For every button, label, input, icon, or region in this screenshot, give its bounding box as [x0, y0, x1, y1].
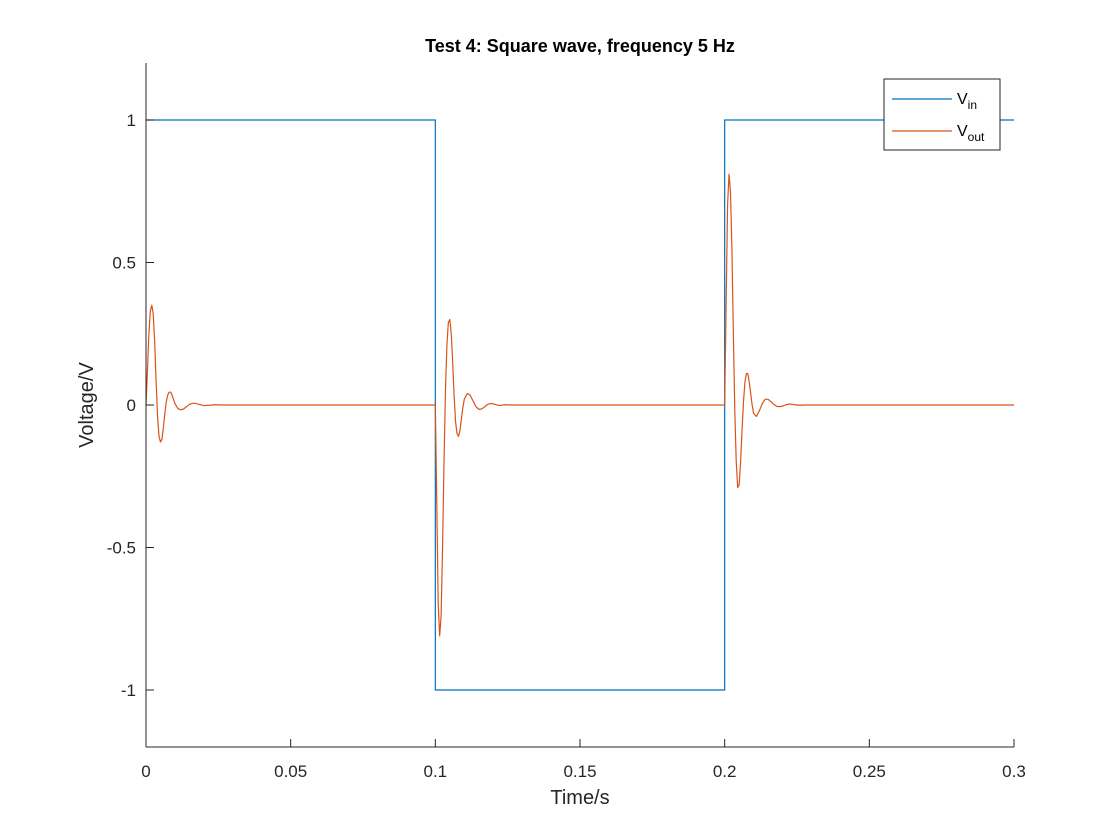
legend-box	[883, 78, 1001, 151]
y-tick-label: -1	[121, 681, 136, 700]
x-tick-label: 0	[141, 762, 150, 781]
legend-v-out-sub: out	[968, 130, 985, 144]
x-tick-label: 0.25	[853, 762, 886, 781]
x-tick-label: 0.05	[274, 762, 307, 781]
legend: Vin Vout	[883, 78, 1001, 151]
x-tick-label: 0.2	[713, 762, 737, 781]
legend-entry-v-out: Vout	[957, 123, 985, 144]
y-tick-label: 1	[127, 111, 136, 130]
legend-v-in-main: V	[957, 91, 968, 108]
x-tick-label: 0.1	[424, 762, 448, 781]
x-tick-label: 0.15	[563, 762, 596, 781]
plot-area	[145, 119, 1014, 691]
y-tick-label: -0.5	[107, 539, 136, 558]
y-axis-label: Voltage/V	[76, 362, 98, 448]
x-axis-label: Time/s	[550, 787, 609, 809]
legend-v-out-main: V	[957, 123, 968, 140]
legend-entry-v-in: Vin	[957, 91, 977, 112]
chart-title: Test 4: Square wave, frequency 5 Hz	[425, 36, 735, 56]
legend-v-in-sub: in	[968, 98, 977, 112]
series-line-v-in	[146, 119, 1014, 691]
ticks: 0 0.05 0.1 0.15 0.2 0.25 0.3 -1 -0.5 0 0.5 1	[107, 111, 1026, 781]
y-tick-label: 0.5	[112, 254, 136, 273]
series-line-v-out	[145, 173, 1014, 637]
x-tick-label: 0.3	[1002, 762, 1026, 781]
y-tick-label: 0	[127, 396, 136, 415]
